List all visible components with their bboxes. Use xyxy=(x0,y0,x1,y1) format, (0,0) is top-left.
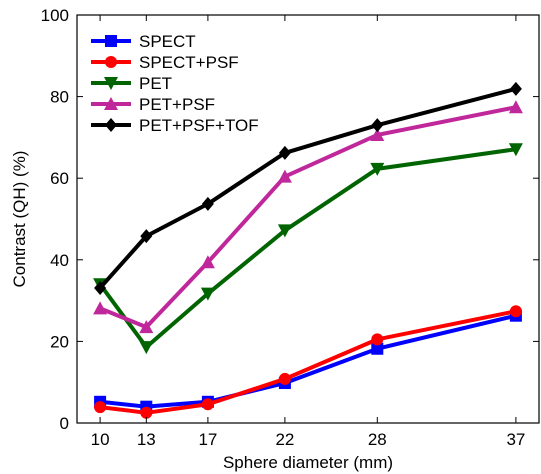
data-point xyxy=(277,224,292,238)
series-line xyxy=(98,147,517,350)
y-tick-label: 60 xyxy=(50,169,69,188)
x-tick-label: 13 xyxy=(137,430,156,449)
y-tick-label: 0 xyxy=(60,414,69,433)
legend-label: PET+PSF xyxy=(139,95,215,114)
data-point xyxy=(508,100,523,114)
legend-entry: SPECT xyxy=(91,32,196,51)
data-point xyxy=(371,118,384,133)
legend-label: SPECT+PSF xyxy=(139,53,239,72)
data-point xyxy=(278,145,291,160)
data-point xyxy=(278,372,291,385)
series-line xyxy=(98,86,517,290)
legend: SPECT SPECT+PSF PET PET+PSF PET+PSF+TOF xyxy=(91,32,259,135)
data-point xyxy=(508,143,523,157)
series-2 xyxy=(93,143,523,355)
data-point xyxy=(94,280,107,295)
series-line xyxy=(99,309,517,415)
data-point xyxy=(139,341,154,355)
legend-label: PET+PSF+TOF xyxy=(139,116,259,135)
data-point xyxy=(277,169,292,183)
legend-entry: PET+PSF+TOF xyxy=(91,116,259,135)
data-point xyxy=(509,81,522,96)
x-tick-label: 10 xyxy=(91,430,110,449)
ticks-layer: 0 20 40 60 80 100 10 13 17 22 28 37 xyxy=(41,6,539,449)
y-axis-label: Contrast (QH) (%) xyxy=(10,151,29,288)
x-tick-label: 22 xyxy=(275,430,294,449)
data-point xyxy=(370,162,385,176)
y-tick-label: 100 xyxy=(41,6,69,25)
data-point xyxy=(371,342,384,355)
legend-label: SPECT xyxy=(139,32,196,51)
x-axis-label: Sphere diameter (mm) xyxy=(223,453,393,472)
data-point xyxy=(94,401,107,414)
plot-frame xyxy=(76,14,540,424)
data-point xyxy=(509,305,522,318)
data-point xyxy=(201,196,214,211)
data-point xyxy=(200,287,215,301)
data-point xyxy=(200,255,215,269)
data-point xyxy=(93,301,108,315)
series-layer xyxy=(93,81,523,419)
data-point xyxy=(140,406,153,419)
legend-entry: PET xyxy=(91,74,172,93)
data-point xyxy=(140,229,153,244)
plot-area xyxy=(76,14,540,424)
data-point xyxy=(201,398,214,411)
legend-marker xyxy=(105,35,117,47)
data-point xyxy=(371,333,384,346)
legend-entry: SPECT+PSF xyxy=(91,53,239,72)
x-tick-label: 17 xyxy=(198,430,217,449)
series-1 xyxy=(94,305,522,419)
legend-label: PET xyxy=(139,74,172,93)
y-tick-label: 40 xyxy=(50,251,69,270)
series-4 xyxy=(94,81,522,295)
x-tick-label: 37 xyxy=(506,430,525,449)
legend-marker xyxy=(105,56,117,68)
legend-marker xyxy=(104,97,118,110)
series-3 xyxy=(93,100,523,334)
legend-entry: PET+PSF xyxy=(91,95,215,114)
x-tick-label: 28 xyxy=(368,430,387,449)
data-point xyxy=(139,320,154,334)
legend-marker xyxy=(105,118,117,132)
legend-marker xyxy=(104,77,118,90)
data-point xyxy=(370,127,385,141)
series-line xyxy=(99,105,517,330)
y-tick-label: 20 xyxy=(50,332,69,351)
y-tick-label: 80 xyxy=(50,88,69,107)
